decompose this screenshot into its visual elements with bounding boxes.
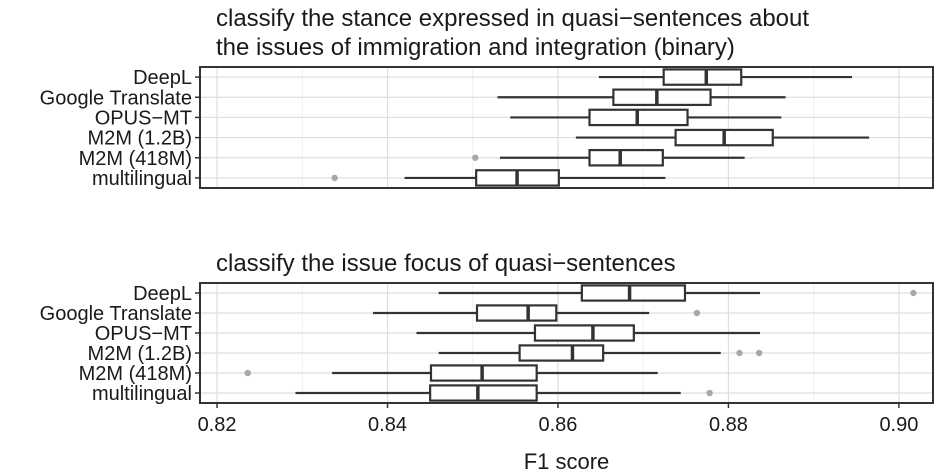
box-iqr (429, 384, 538, 402)
x-axis-label: F1 score (524, 449, 610, 474)
x-tick-label: 0.90 (879, 414, 918, 436)
x-tick-label: 0.86 (539, 414, 578, 436)
outlier-point (736, 349, 743, 357)
y-tick-label: OPUS−MT (95, 107, 192, 129)
box-deepl (598, 68, 853, 86)
x-tick-label: 0.88 (709, 414, 748, 436)
panel-1: classify the stance expressed in quasi−s… (40, 5, 934, 190)
plot-background (200, 67, 933, 188)
box-deepl (438, 284, 917, 302)
plot-background (200, 283, 933, 403)
panel-border (199, 66, 934, 189)
outlier-point (755, 349, 763, 357)
panel-border (199, 282, 934, 404)
y-tick-label: Google Translate (40, 87, 192, 109)
y-tick-label: Google Translate (40, 303, 192, 325)
box-m2m-1-2b- (575, 128, 870, 147)
y-tick-label: M2M (418M) (79, 363, 192, 385)
panel-title-line: classify the issue focus of quasi−senten… (216, 250, 676, 277)
y-tick-label: DeepL (133, 283, 192, 305)
outlier-point (910, 289, 917, 297)
box-iqr (612, 88, 712, 107)
x-tick-label: 0.84 (368, 414, 407, 436)
y-tick-label: DeepL (133, 67, 192, 89)
y-tick-label: M2M (1.2B) (88, 128, 192, 150)
box-iqr (662, 68, 743, 86)
panel-2: classify the issue focus of quasi−senten… (40, 250, 934, 474)
box-google-translate (497, 88, 786, 107)
y-tick-label: multilingual (92, 383, 192, 405)
y-tick-label: multilingual (92, 168, 192, 190)
y-tick-label: M2M (418M) (79, 148, 192, 170)
outlier-point (472, 154, 479, 161)
box-iqr (475, 304, 558, 322)
outlier-point (331, 174, 338, 182)
panel-title-line: the issues of immigration and integratio… (216, 34, 735, 61)
y-tick-label: OPUS−MT (95, 323, 192, 345)
box-opus-mt (510, 108, 782, 127)
box-google-translate (373, 304, 701, 322)
outlier-point (706, 389, 713, 397)
box-iqr (580, 284, 687, 302)
box-multilingual (331, 169, 666, 187)
box-m2m-418m- (244, 364, 658, 382)
box-m2m-1-2b- (438, 344, 763, 362)
box-m2m-418m- (472, 148, 745, 167)
box-iqr (533, 324, 635, 342)
x-tick-label: 0.82 (198, 414, 237, 436)
box-opus-mt (416, 324, 760, 342)
box-iqr (588, 148, 664, 167)
box-iqr (518, 344, 605, 362)
panel-title-line: classify the stance expressed in quasi−s… (216, 5, 809, 32)
box-multilingual (295, 384, 713, 402)
outlier-point (244, 369, 251, 377)
outlier-point (693, 309, 701, 317)
y-tick-label: M2M (1.2B) (88, 343, 192, 365)
